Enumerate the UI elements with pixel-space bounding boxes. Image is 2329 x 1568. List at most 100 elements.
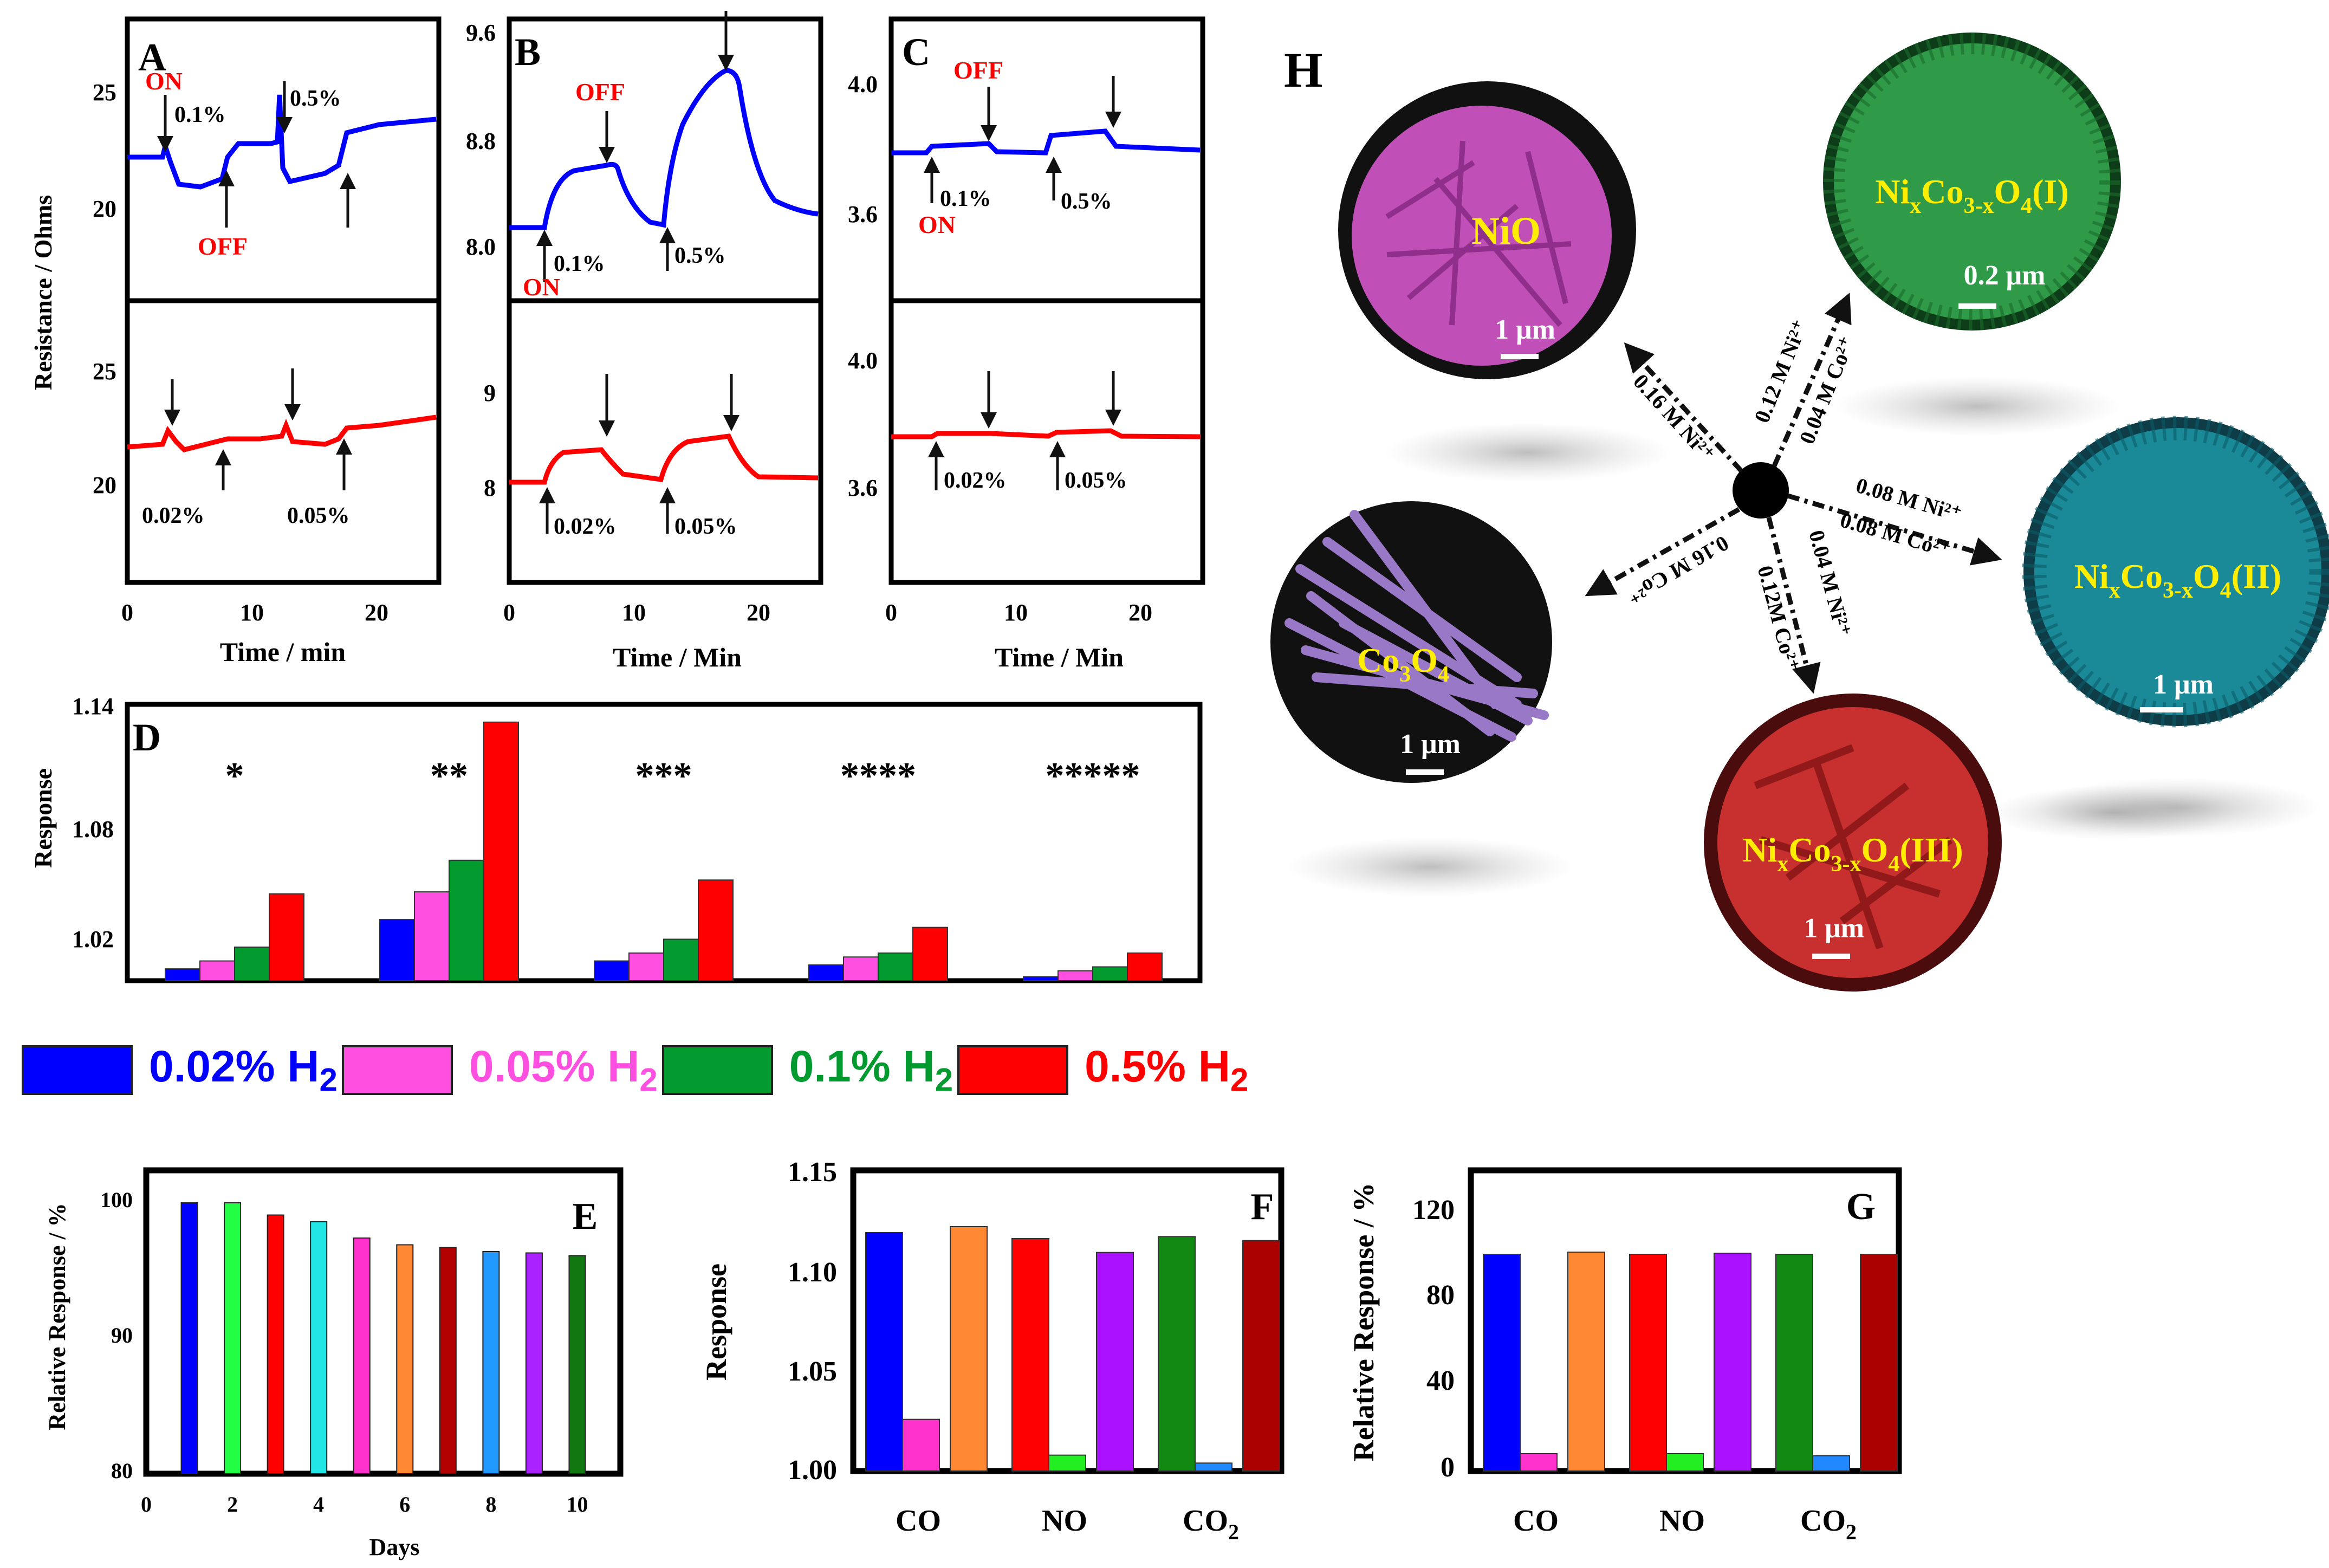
bar xyxy=(310,1221,328,1474)
formula-sub-3x: 3-x xyxy=(2163,578,2193,603)
panel-a-on-label: ON xyxy=(145,67,183,95)
panel-c-red-trace xyxy=(891,428,1201,439)
panel-h-letter: H xyxy=(1284,42,1323,98)
panel-c-conc-label: 0.02% xyxy=(944,468,1007,493)
bar xyxy=(594,960,630,981)
panel-a-off-label: OFF xyxy=(198,232,248,260)
panel-c: C 4.0 3.6 4.0 3.6 0 10 20 Time / Min OFF… xyxy=(848,16,1205,672)
bar xyxy=(663,938,699,981)
bar xyxy=(525,1252,543,1474)
legend-label-sub: 2 xyxy=(319,1061,338,1098)
panel-e-bars xyxy=(180,1202,586,1474)
bar xyxy=(1483,1254,1521,1472)
formula-sub-x: x xyxy=(1777,852,1788,877)
panel-b-ytick: 8.0 xyxy=(466,234,496,260)
panel-b-xtick: 10 xyxy=(622,599,646,626)
bar xyxy=(1629,1254,1667,1472)
group-marker: *** xyxy=(635,755,692,797)
legend: 0.02% H2 0.05% H2 0.1% H2 0.5% H2 xyxy=(22,1038,1253,1103)
panel-d-ytick: 1.08 xyxy=(72,816,114,843)
legend-label-sub: 2 xyxy=(639,1061,658,1098)
nico-iii-platelets xyxy=(1754,744,1953,950)
bar xyxy=(1666,1453,1704,1472)
panel-a-ytick: 20 xyxy=(93,196,116,222)
panel-e-letter: E xyxy=(573,1196,598,1237)
bar xyxy=(269,893,304,981)
formula-o: O xyxy=(1861,831,1889,869)
panel-f-bars xyxy=(865,1226,1280,1472)
nico-ii-sphere-body xyxy=(2034,428,2321,715)
arrow-to-nio xyxy=(1624,342,1744,474)
panel-g-categories: CO NO CO2 xyxy=(1513,1504,1857,1544)
panel-f-categories: CO NO CO2 xyxy=(896,1504,1239,1544)
panel-b-ytick: 9 xyxy=(484,380,496,406)
panel-d-ytick: 1.14 xyxy=(72,693,114,720)
arrow-to-nico-ii xyxy=(1787,493,2002,566)
panel-f-ytick: 1.00 xyxy=(788,1455,837,1486)
group-marker: **** xyxy=(840,755,916,797)
panel-b-conc-label: 0.05% xyxy=(674,514,737,539)
nico-i-texture xyxy=(1823,33,2121,331)
bar xyxy=(1023,976,1059,981)
panel-b-conc-label: 0.1% xyxy=(554,251,605,276)
panel-c-xtick: 20 xyxy=(1128,599,1152,626)
category-label: CO xyxy=(1513,1504,1559,1538)
panel-c-ytick: 4.0 xyxy=(848,347,878,374)
panel-c-conc-label: 0.05% xyxy=(1065,468,1127,493)
panel-c-ytick: 3.6 xyxy=(848,201,878,228)
formula-ni: Ni xyxy=(2074,557,2109,595)
panel-c-letter: C xyxy=(902,30,930,74)
bar xyxy=(1092,966,1128,981)
bar xyxy=(628,953,664,981)
bar xyxy=(698,879,734,981)
bar xyxy=(568,1255,586,1474)
formula-ni: Ni xyxy=(1742,831,1777,869)
bar xyxy=(165,968,200,981)
formula-co: Co xyxy=(1921,172,1963,211)
formula-sub-3x: 3-x xyxy=(1831,852,1861,877)
bar xyxy=(1714,1253,1751,1472)
legend-label: 0.05% H2 xyxy=(469,1041,658,1098)
formula-ni: Ni xyxy=(1875,172,1910,211)
category-label-sub: 2 xyxy=(1846,1520,1857,1544)
panel-a: A 25 20 25 20 0 10 20 Time / min Resista… xyxy=(29,16,442,667)
panel-c-xtick: 10 xyxy=(1004,599,1028,626)
panel-g-ytick: 40 xyxy=(1426,1365,1455,1396)
panel-b-on-label: ON xyxy=(523,273,560,301)
panel-a-ylabel: Resistance / Ohms xyxy=(29,195,57,390)
legend-label-text: 0.5% H xyxy=(1085,1042,1230,1092)
panel-g-bars xyxy=(1483,1252,1898,1472)
panel-g-ytick: 0 xyxy=(1441,1452,1455,1483)
bar xyxy=(396,1244,414,1474)
formula-co: Co xyxy=(1357,641,1399,679)
bar xyxy=(950,1226,988,1472)
bar xyxy=(1812,1455,1850,1472)
panel-b-off-label: OFF xyxy=(575,78,625,106)
panel-e-xticks: 0 2 4 6 8 10 xyxy=(141,1492,588,1517)
panel-b-ytick: 8 xyxy=(484,475,496,501)
panel-f: F 1.15 1.10 1.05 1.00 Response CO NO CO2 xyxy=(700,1157,1284,1544)
bar xyxy=(1058,970,1093,982)
category-label: CO2 xyxy=(1800,1504,1857,1544)
formula-sub-3: 3 xyxy=(1399,662,1411,687)
nico-iii-label: NixCo3-xO4(III) xyxy=(1742,831,1963,877)
formula-o: O xyxy=(1994,172,2021,211)
nico-ii-scale-label: 1 μm xyxy=(2153,669,2214,700)
formula-o: O xyxy=(2193,557,2220,595)
formula-co: Co xyxy=(2120,557,2163,595)
co3o4-scale-label: 1 μm xyxy=(1400,729,1461,760)
panel-d: D 1.14 1.08 1.02 Response * ** *** **** ****… xyxy=(29,693,1203,983)
formula-tail: (I) xyxy=(2032,172,2069,211)
group-marker: ** xyxy=(430,755,468,797)
bar xyxy=(1860,1254,1898,1472)
nico-iii-scale-label: 1 μm xyxy=(1803,913,1864,944)
panel-c-ytick: 3.6 xyxy=(848,475,878,501)
bar xyxy=(449,859,484,982)
panel-c-off-label: OFF xyxy=(953,56,1003,84)
panel-f-letter: F xyxy=(1251,1186,1274,1228)
panel-e: E 100 90 80 0 2 4 6 8 10 Days Relative Respon… xyxy=(44,1167,624,1560)
formula-sub-4: 4 xyxy=(1438,662,1449,687)
panel-b-xlabel: Time / Min xyxy=(613,642,742,672)
nico-i-scale-label: 0.2 μm xyxy=(1964,260,2046,291)
